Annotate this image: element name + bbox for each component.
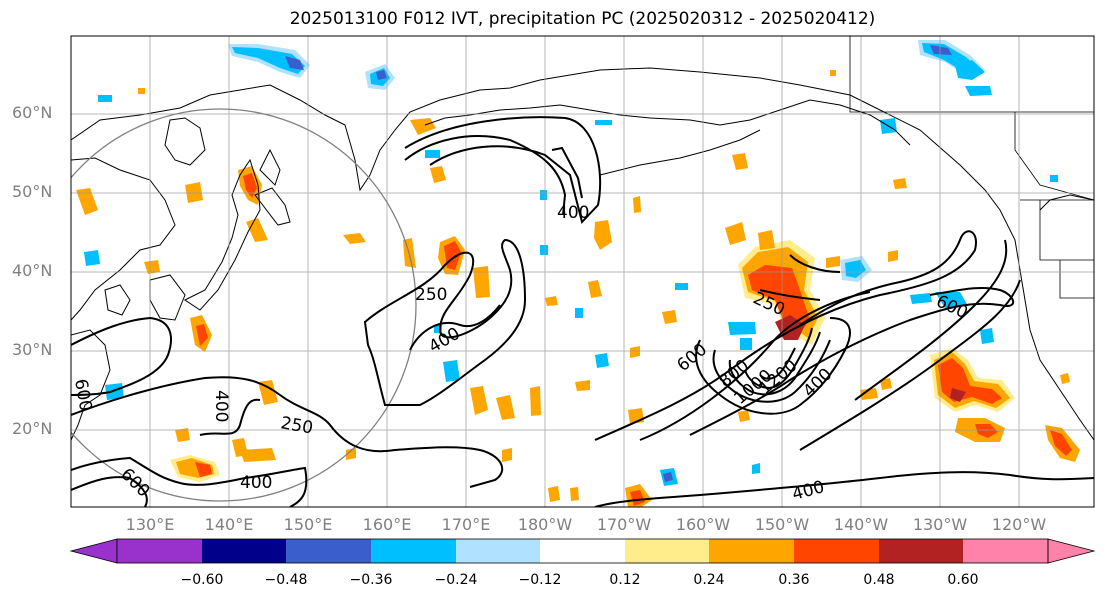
borders: [849, 36, 1094, 299]
colorbar-tick-label: 0.12: [609, 572, 641, 588]
lon-label: 150°E: [283, 515, 333, 534]
lon-label: 160°E: [362, 515, 412, 534]
contour-label: 400: [240, 473, 272, 493]
lon-label: 150°W: [754, 515, 810, 534]
colorbar-tick-label: −0.36: [349, 572, 393, 588]
colorbar-bin: [117, 539, 202, 563]
colorbar-bin: [709, 539, 794, 563]
contour-label: 400: [211, 390, 231, 422]
coastlines: [71, 67, 1094, 441]
colorbar-bin: [456, 539, 540, 563]
lon-label: 140°E: [204, 515, 254, 534]
lat-label: 40°N: [12, 261, 53, 280]
lon-label: 130°W: [912, 515, 968, 534]
colorbar-bin: [286, 539, 371, 563]
colorbar-tick-label: 0.24: [693, 572, 725, 588]
gridlines: [71, 36, 1094, 507]
lat-label: 30°N: [12, 340, 53, 359]
precip-negative-fields: [84, 40, 1058, 486]
colorbar-bin: [879, 539, 963, 563]
lat-label: 50°N: [12, 182, 53, 201]
range-circle: [71, 108, 417, 502]
lon-label: 170°E: [441, 515, 491, 534]
colorbar-bin: [963, 539, 1048, 563]
colorbar-tick-label: −0.12: [518, 572, 562, 588]
colorbar-bin: [202, 539, 286, 563]
precip-positive-fields: [76, 70, 1080, 507]
colorbar-extend-low: [69, 538, 118, 564]
lon-label: 130°E: [125, 515, 175, 534]
lon-label: 170°W: [596, 515, 652, 534]
colorbar-bin: [371, 539, 456, 563]
colorbar-tick-label: 0.48: [863, 572, 895, 588]
contour-label: 400: [557, 203, 589, 223]
colorbar-bin: [794, 539, 879, 563]
colorbar-tick-label: −0.60: [180, 572, 224, 588]
lon-label: 160°W: [675, 515, 731, 534]
lat-label: 60°N: [12, 103, 53, 122]
colorbar-bin: [540, 539, 625, 563]
lon-label: 120°W: [991, 515, 1047, 534]
ivt-contours: [71, 116, 1094, 507]
colorbar: [69, 538, 1096, 564]
lon-label: 180°W: [517, 515, 573, 534]
colorbar-tick-label: −0.24: [434, 572, 478, 588]
lon-label: 140°W: [833, 515, 889, 534]
colorbar-bin: [625, 539, 709, 563]
contour-label: 250: [415, 285, 447, 305]
map-title: 2025013100 F012 IVT, precipitation PC (2…: [289, 9, 876, 29]
contour-label: 600: [70, 377, 95, 412]
colorbar-extend-high: [1047, 538, 1096, 564]
colorbar-tick-label: 0.60: [947, 572, 979, 588]
colorbar-tick-label: −0.48: [264, 572, 308, 588]
colorbar-outline: [116, 538, 1049, 564]
map-border: [70, 35, 1095, 508]
lat-label: 20°N: [12, 419, 53, 438]
colorbar-tick-label: 0.36: [778, 572, 810, 588]
